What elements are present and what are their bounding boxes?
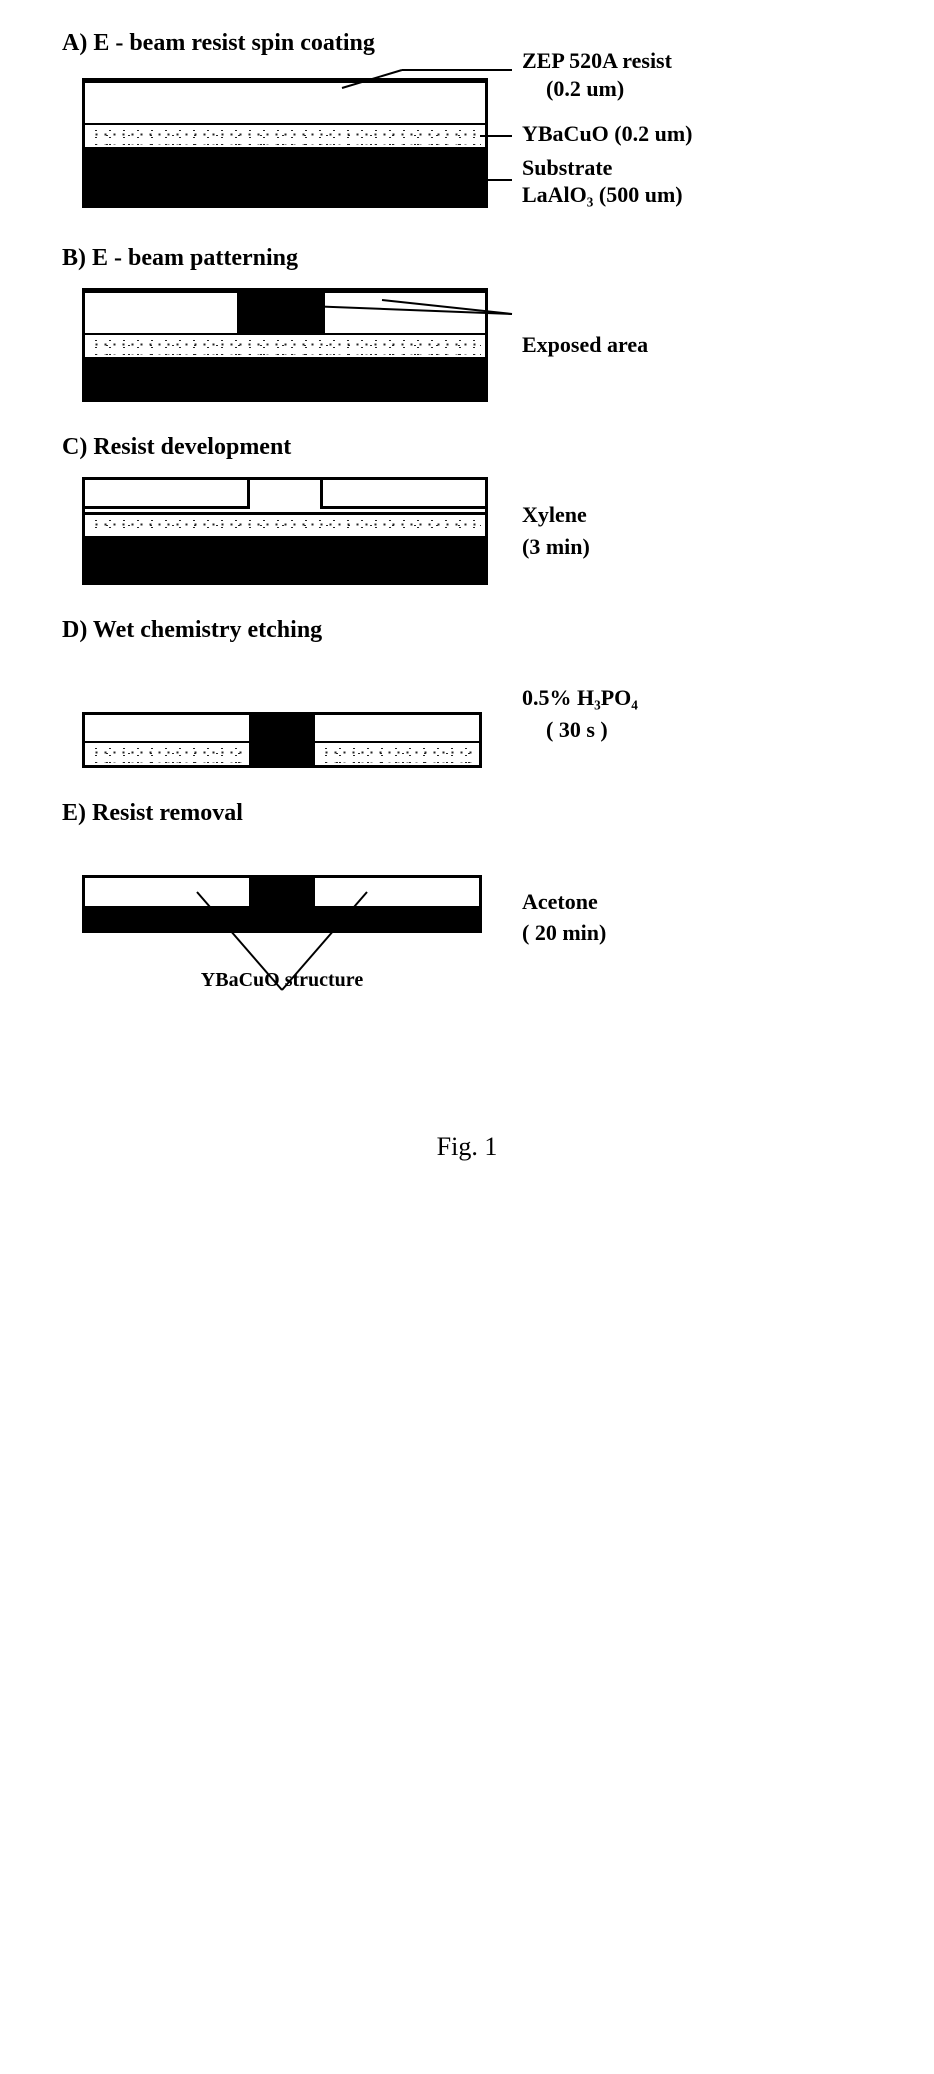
figure-caption: Fig. 1 <box>22 1132 912 1162</box>
step-c-stack <box>82 477 488 585</box>
step-d: D) Wet chemistry etching <box>22 617 912 768</box>
step-c: C) Resist development Xylene (3 min) <box>22 434 912 585</box>
step-a-stack <box>82 78 488 208</box>
resist-right <box>320 477 488 509</box>
step-c-row: Xylene (3 min) <box>22 477 912 585</box>
step-b-row: Exposed area <box>22 288 912 402</box>
layer-substrate <box>85 536 485 582</box>
label-substrate: Substrate LaAlO₃ (500 um) <box>522 154 912 209</box>
step-e: E) Resist removal YBaCuO <box>22 800 912 992</box>
step-d-row: 0.5% H₃PO₄ ( 30 s ) <box>22 660 912 768</box>
step-b-title: B) E - beam patterning <box>22 245 912 272</box>
exposed-area <box>237 293 325 333</box>
piece-left <box>82 875 252 909</box>
label-resist-sub: (0.2 um) <box>522 75 912 103</box>
layer-ybcuo <box>85 741 249 765</box>
label-substrate-main: Substrate <box>522 155 612 180</box>
step-d-labels: 0.5% H₃PO₄ ( 30 s ) <box>502 680 912 747</box>
label-e-sub: ( 20 min) <box>522 919 912 947</box>
layer-resist <box>85 715 249 741</box>
piece-right <box>312 875 482 909</box>
label-ybcuo: YBaCuO (0.2 um) <box>522 120 912 148</box>
resist-left <box>82 477 250 509</box>
layer-ybcuo <box>315 741 479 765</box>
layer-resist <box>85 480 485 512</box>
piece-left <box>82 712 252 768</box>
label-resist: ZEP 520A resist (0.2 um) <box>522 47 912 102</box>
step-c-title: C) Resist development <box>22 434 912 461</box>
layer-substrate <box>85 357 485 399</box>
step-d-diagram <box>22 660 502 768</box>
step-e-row: YBaCuO structure Acetone ( 20 min) <box>22 843 912 992</box>
step-a: A) E - beam resist spin coating <box>22 30 912 213</box>
step-b: B) E - beam patterning Exposed area <box>22 245 912 402</box>
piece-right <box>312 712 482 768</box>
label-exposed: Exposed area <box>522 331 912 359</box>
step-d-title: D) Wet chemistry etching <box>22 617 912 644</box>
label-e-bottom: YBaCuO structure <box>201 969 363 991</box>
layer-ybcuo <box>85 333 485 357</box>
layer-resist <box>85 291 485 333</box>
label-d-main: 0.5% H₃PO₄ <box>522 684 912 712</box>
page: A) E - beam resist spin coating <box>22 30 912 1162</box>
step-a-labels: ZEP 520A resist (0.2 um) YBaCuO (0.2 um)… <box>502 43 912 213</box>
label-e-main: Acetone <box>522 888 912 916</box>
step-b-diagram <box>22 288 502 402</box>
step-e-diagram: YBaCuO structure <box>22 843 502 992</box>
label-substrate-sub: LaAlO₃ (500 um) <box>522 181 912 209</box>
label-c-main: Xylene <box>522 501 912 529</box>
step-e-bottom-label: YBaCuO structure <box>82 969 482 992</box>
label-c-sub: (3 min) <box>522 533 912 561</box>
label-d-sub: ( 30 s ) <box>522 716 912 744</box>
step-e-labels: Acetone ( 20 min) <box>502 884 912 951</box>
step-e-title: E) Resist removal <box>22 800 912 827</box>
layer-ybcuo <box>85 123 485 147</box>
step-b-stack <box>82 288 488 402</box>
label-resist-main: ZEP 520A resist <box>522 48 672 73</box>
layer-resist <box>85 81 485 123</box>
step-a-diagram <box>22 78 502 208</box>
step-b-labels: Exposed area <box>502 327 912 363</box>
step-a-row: ZEP 520A resist (0.2 um) YBaCuO (0.2 um)… <box>22 73 912 213</box>
layer-substrate <box>85 147 485 205</box>
layer-resist <box>315 715 479 741</box>
label-ybcuo-main: YBaCuO (0.2 um) <box>522 121 693 146</box>
step-c-labels: Xylene (3 min) <box>502 497 912 564</box>
step-c-diagram <box>22 477 502 585</box>
layer-ybcuo <box>85 512 485 536</box>
